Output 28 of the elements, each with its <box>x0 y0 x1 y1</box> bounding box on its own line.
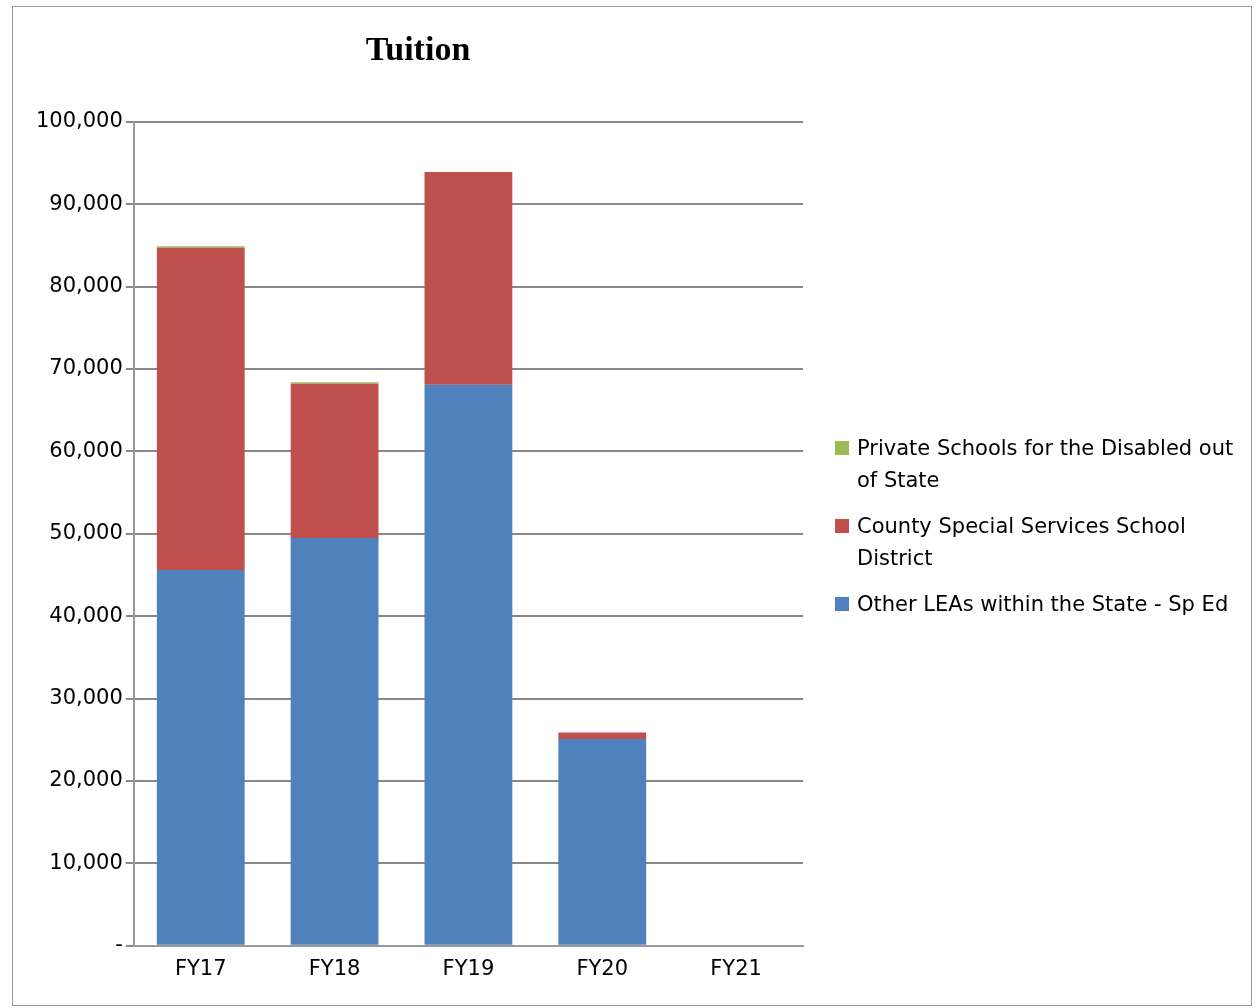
legend-label: Other LEAs within the State - Sp Ed <box>857 591 1229 618</box>
bar <box>424 172 513 385</box>
bar <box>558 732 647 739</box>
y-tick-label: 90,000 <box>49 190 123 215</box>
y-tick-label: 60,000 <box>49 437 123 462</box>
bar <box>290 537 379 945</box>
x-tick-label: FY18 <box>308 955 361 980</box>
bar <box>156 570 245 945</box>
y-tick-label: 20,000 <box>49 767 123 792</box>
bar <box>424 384 513 945</box>
y-tick-label: 30,000 <box>49 685 123 710</box>
y-tick-label: 70,000 <box>49 355 123 380</box>
bar <box>290 383 379 538</box>
legend-label: Private Schools for the Disabled out of State <box>857 435 1235 494</box>
y-tick-label: 10,000 <box>49 849 123 874</box>
y-tick-label: - <box>115 932 123 957</box>
bar <box>156 247 245 571</box>
legend-label: County Special Services School District <box>857 513 1187 572</box>
x-tick-label: FY20 <box>576 955 629 980</box>
bar <box>558 738 647 945</box>
y-tick-label: 100,000 <box>36 108 123 133</box>
chart-title: Tuition <box>365 30 471 68</box>
x-tick-label: FY19 <box>442 955 495 980</box>
y-tick-label: 40,000 <box>49 602 123 627</box>
y-tick-label: 80,000 <box>49 273 123 298</box>
x-tick-label: FY21 <box>710 955 762 980</box>
y-tick-label: 50,000 <box>49 520 123 545</box>
x-tick-label: FY17 <box>174 955 227 980</box>
